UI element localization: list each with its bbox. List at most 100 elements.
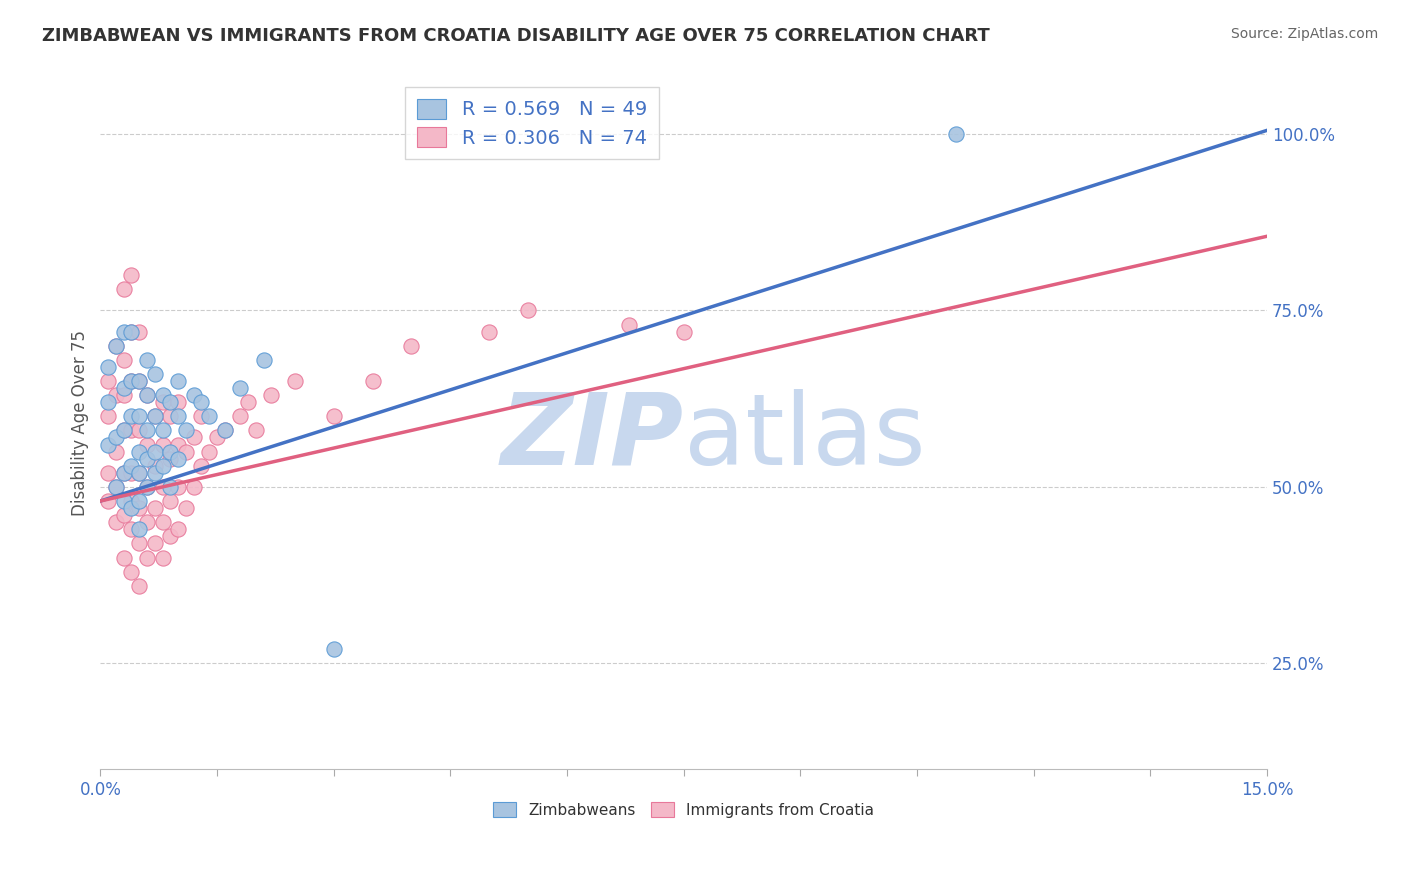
Point — [104, 444, 127, 458]
Point — [190, 409, 212, 424]
Point — [143, 458, 166, 473]
Point — [112, 508, 135, 523]
Point — [159, 451, 181, 466]
Point — [136, 480, 159, 494]
Point — [136, 352, 159, 367]
Point — [136, 388, 159, 402]
Point — [229, 381, 252, 395]
Point — [120, 565, 142, 579]
Point — [128, 501, 150, 516]
Point — [152, 424, 174, 438]
Point — [104, 515, 127, 529]
Point — [478, 325, 501, 339]
Point — [198, 444, 221, 458]
Point — [167, 395, 190, 409]
Point — [112, 325, 135, 339]
Point — [143, 409, 166, 424]
Point — [120, 325, 142, 339]
Point — [112, 388, 135, 402]
Point — [253, 352, 276, 367]
Point — [152, 437, 174, 451]
Y-axis label: Disability Age Over 75: Disability Age Over 75 — [72, 330, 89, 516]
Point — [120, 501, 142, 516]
Point — [104, 480, 127, 494]
Point — [128, 374, 150, 388]
Text: Source: ZipAtlas.com: Source: ZipAtlas.com — [1230, 27, 1378, 41]
Point — [322, 642, 344, 657]
Point — [167, 437, 190, 451]
Point — [136, 437, 159, 451]
Point — [136, 515, 159, 529]
Point — [136, 388, 159, 402]
Point — [361, 374, 384, 388]
Point — [112, 282, 135, 296]
Point — [183, 430, 205, 444]
Point — [112, 466, 135, 480]
Point — [167, 480, 190, 494]
Point — [167, 522, 190, 536]
Point — [112, 381, 135, 395]
Point — [143, 444, 166, 458]
Point — [120, 458, 142, 473]
Point — [322, 409, 344, 424]
Point — [128, 466, 150, 480]
Point — [190, 458, 212, 473]
Point — [143, 501, 166, 516]
Text: atlas: atlas — [683, 389, 925, 486]
Point — [174, 501, 197, 516]
Point — [214, 424, 236, 438]
Point — [672, 325, 695, 339]
Point — [128, 374, 150, 388]
Point — [120, 268, 142, 282]
Legend: Zimbabweans, Immigrants from Croatia: Zimbabweans, Immigrants from Croatia — [486, 796, 880, 824]
Point — [128, 536, 150, 550]
Point — [136, 550, 159, 565]
Point — [97, 374, 120, 388]
Text: ZIMBABWEAN VS IMMIGRANTS FROM CROATIA DISABILITY AGE OVER 75 CORRELATION CHART: ZIMBABWEAN VS IMMIGRANTS FROM CROATIA DI… — [42, 27, 990, 45]
Point — [97, 395, 120, 409]
Point — [167, 374, 190, 388]
Point — [143, 409, 166, 424]
Point — [205, 430, 228, 444]
Point — [152, 388, 174, 402]
Point — [159, 395, 181, 409]
Point — [152, 550, 174, 565]
Point — [245, 424, 267, 438]
Point — [190, 395, 212, 409]
Point — [167, 451, 190, 466]
Point — [120, 466, 142, 480]
Text: ZIP: ZIP — [501, 389, 683, 486]
Point — [112, 352, 135, 367]
Point — [97, 359, 120, 374]
Point — [104, 430, 127, 444]
Point — [284, 374, 307, 388]
Point — [128, 522, 150, 536]
Point — [214, 424, 236, 438]
Point — [136, 480, 159, 494]
Point — [128, 494, 150, 508]
Point — [120, 409, 142, 424]
Point — [120, 325, 142, 339]
Point — [112, 424, 135, 438]
Point — [136, 424, 159, 438]
Point — [112, 424, 135, 438]
Point — [97, 466, 120, 480]
Point — [120, 522, 142, 536]
Point — [183, 480, 205, 494]
Point — [120, 374, 142, 388]
Point — [120, 494, 142, 508]
Point — [152, 515, 174, 529]
Point — [159, 494, 181, 508]
Point — [104, 339, 127, 353]
Point — [97, 437, 120, 451]
Point — [159, 444, 181, 458]
Point — [229, 409, 252, 424]
Point — [183, 388, 205, 402]
Point — [517, 303, 540, 318]
Point — [159, 480, 181, 494]
Point — [112, 550, 135, 565]
Point — [619, 318, 641, 332]
Point — [112, 466, 135, 480]
Point — [143, 466, 166, 480]
Point — [128, 444, 150, 458]
